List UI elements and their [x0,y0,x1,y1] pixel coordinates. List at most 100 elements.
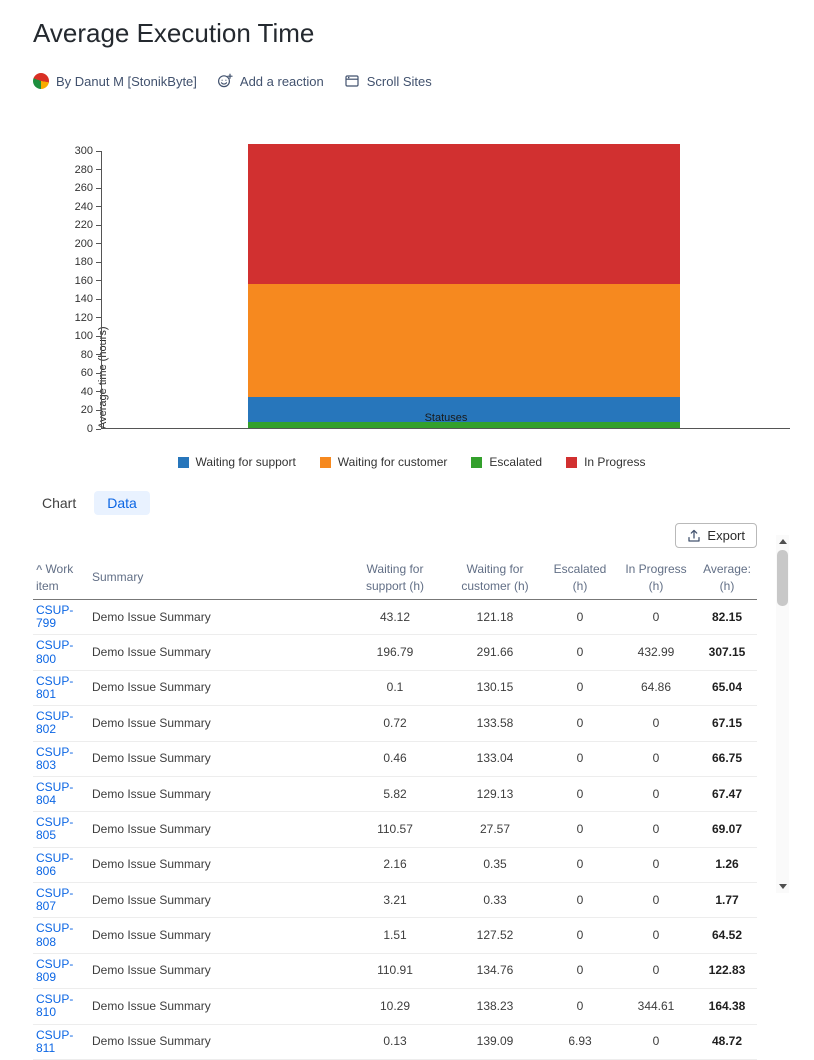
in-progress-cell: 0 [615,847,697,884]
y-tick-label: 160 [74,274,93,287]
header-escalated[interactable]: Escalated (h) [545,556,615,601]
y-tick-label: 140 [74,293,93,306]
byline: By Danut M [StonikByte] Add a reaction S… [33,73,814,89]
header-average[interactable]: Average: (h) [697,556,757,601]
waiting-for-support-cell: 3.21 [345,882,445,919]
y-tick-mark [96,391,101,393]
work-item-link[interactable]: CSUP-810 [36,992,74,1020]
work-item-link[interactable]: CSUP-809 [36,956,74,984]
y-axis-tick: 60 [81,367,101,379]
work-item-cell: CSUP-800 [33,634,89,671]
add-reaction-icon [217,73,233,88]
legend-item-escalated[interactable]: Escalated [471,455,542,469]
table-row: CSUP-807 Demo Issue Summary 3.21 0.33 0 0 1.77 [33,882,757,919]
work-item-link[interactable]: CSUP-805 [36,815,74,843]
escalated-cell: 0 [545,811,615,848]
summary-cell: Demo Issue Summary [89,741,345,777]
legend-label: In Progress [584,455,646,469]
tab-chart[interactable]: Chart [42,495,77,511]
scrollbar-thumb[interactable] [777,550,788,606]
header-work-item-label: Work item [36,562,74,593]
work-item-link[interactable]: CSUP-802 [36,709,74,737]
table-row: CSUP-811 Demo Issue Summary 0.13 139.09 6.93… [33,1024,757,1060]
work-item-link[interactable]: CSUP-804 [36,779,74,808]
table-row: CSUP-808 Demo Issue Summary 1.51 127.52 0 0 64… [33,917,757,954]
header-waiting-for-customer[interactable]: Waiting for customer (h) [445,556,545,601]
header-work-item[interactable]: ^ Work item [33,556,89,601]
header-summary[interactable]: Summary [89,556,345,601]
table-toolbar: Export [33,523,757,548]
work-item-link[interactable]: CSUP-800 [36,638,74,666]
y-axis-tick: 260 [75,182,101,194]
waiting-for-customer-cell: 129.13 [445,776,545,813]
tab-data[interactable]: Data [94,491,150,515]
bar-segment-waiting-for-customer [248,284,680,397]
waiting-for-support-cell: 43.12 [345,599,445,636]
work-item-cell: CSUP-801 [33,670,89,707]
work-item-cell: CSUP-802 [33,705,89,742]
work-item-link[interactable]: CSUP-806 [36,850,74,878]
waiting-for-customer-cell: 138.23 [445,988,545,1025]
y-tick-mark [96,280,101,282]
y-tick-mark [96,169,101,171]
table-row: CSUP-806 Demo Issue Summary 2.16 0.35 0 0 1.26 [33,847,757,884]
chart-legend: Waiting for support Waiting for customer E… [33,455,790,469]
author-name: By Danut M [StonikByte] [56,73,197,89]
work-item-link[interactable]: CSUP-811 [36,1027,74,1055]
scroll-down-button[interactable] [776,880,789,893]
y-tick-label: 280 [74,163,93,176]
table-row: CSUP-803 Demo Issue Summary 0.46 133.04 0 0 66… [33,741,757,777]
work-item-cell: CSUP-808 [33,917,89,954]
author-avatar [33,73,49,89]
summary-cell: Demo Issue Summary [89,917,345,954]
escalated-cell: 0 [545,847,615,884]
waiting-for-support-cell: 1.51 [345,917,445,954]
waiting-for-customer-cell: 130.15 [445,670,545,707]
add-reaction-button[interactable]: Add a reaction [217,73,324,89]
table-row: CSUP-799 Demo Issue Summary 43.12 121.18 0 0 8… [33,599,757,636]
summary-cell: Demo Issue Summary [89,988,345,1025]
export-icon [688,529,701,542]
escalated-cell: 6.93 [545,1024,615,1060]
work-item-link[interactable]: CSUP-803 [36,744,74,772]
waiting-for-customer-cell: 133.58 [445,705,545,742]
header-in-progress-label: In Progress (h) [625,562,687,593]
y-tick-label: 0 [86,423,93,435]
summary-cell: Demo Issue Summary [89,953,345,990]
legend-item-waiting-for-support[interactable]: Waiting for support [177,455,296,469]
escalated-cell: 0 [545,634,615,671]
y-tick-mark [96,317,101,319]
y-axis-tick: 120 [75,312,101,324]
average-cell: 64.52 [697,917,757,954]
scroll-up-button[interactable] [776,535,789,548]
waiting-for-support-cell: 5.82 [345,776,445,813]
work-item-link[interactable]: CSUP-801 [36,673,74,701]
work-item-link[interactable]: CSUP-807 [36,886,74,914]
summary-cell: Demo Issue Summary [89,705,345,742]
x-axis-title: Statuses [424,412,468,424]
table-row: CSUP-809 Demo Issue Summary 110.91 134.76 0 0… [33,953,757,990]
summary-cell: Demo Issue Summary [89,776,345,813]
scroll-sites-button[interactable]: Scroll Sites [344,73,432,89]
y-tick-mark [96,409,101,411]
legend-item-in-progress[interactable]: In Progress [566,455,645,469]
y-axis-tick: 300 [75,145,101,157]
y-tick-mark [96,224,101,226]
waiting-for-customer-cell: 134.76 [445,953,545,990]
table-row: CSUP-800 Demo Issue Summary 196.79 291.66 0 4… [33,634,757,671]
work-item-cell: CSUP-804 [33,776,89,813]
escalated-cell: 0 [545,705,615,742]
work-item-link[interactable]: CSUP-799 [36,603,74,631]
y-axis: 0 20 40 60 80 100 120 140 160 180 200 220 240 260 280 3… [33,145,101,435]
export-button[interactable]: Export [675,523,757,548]
header-in-progress[interactable]: In Progress (h) [615,556,697,601]
y-axis-tick: 160 [75,275,101,287]
legend-item-waiting-for-customer[interactable]: Waiting for customer [319,455,447,469]
vertical-scrollbar[interactable] [776,535,789,893]
y-axis-tick: 100 [75,330,101,342]
header-waiting-for-support[interactable]: Waiting for support (h) [345,556,445,601]
y-tick-mark [96,372,101,374]
work-item-link[interactable]: CSUP-808 [36,921,74,949]
y-tick-label: 20 [80,404,93,417]
average-cell: 82.15 [697,599,757,636]
